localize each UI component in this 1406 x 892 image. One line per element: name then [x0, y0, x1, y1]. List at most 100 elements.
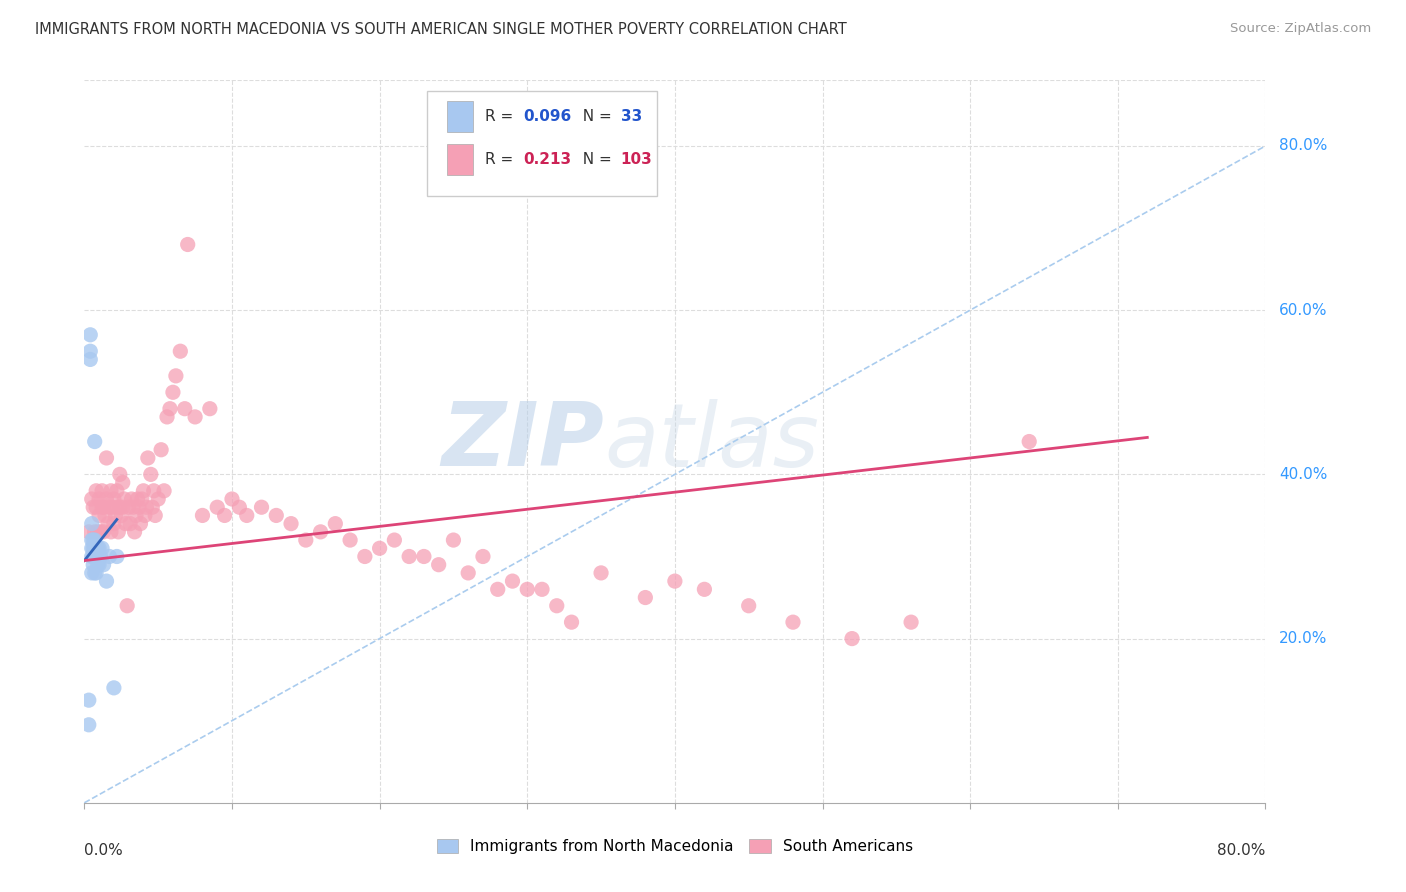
Text: R =: R = [485, 109, 517, 124]
Text: Source: ZipAtlas.com: Source: ZipAtlas.com [1230, 22, 1371, 36]
Point [121, 491, 143, 506]
Point [841, 632, 863, 646]
Point [77, 718, 100, 732]
Point [136, 450, 159, 465]
Point [131, 491, 153, 506]
Point [162, 385, 184, 400]
Point [120, 516, 142, 531]
Point [122, 500, 145, 515]
Text: 60.0%: 60.0% [1279, 302, 1327, 318]
Point [79, 352, 101, 367]
Point [77, 693, 100, 707]
Point [118, 500, 141, 515]
Point [398, 549, 420, 564]
Point [591, 566, 613, 580]
Legend: Immigrants from North Macedonia, South Americans: Immigrants from North Macedonia, South A… [430, 832, 920, 860]
Point [100, 483, 122, 498]
Point [83, 566, 105, 580]
Point [531, 582, 554, 597]
Point [90, 549, 112, 564]
Point [84, 566, 107, 580]
Point [132, 483, 155, 498]
Point [80, 491, 103, 506]
Point [96, 574, 118, 588]
Point [738, 599, 761, 613]
Point [295, 533, 318, 547]
Point [84, 483, 107, 498]
Point [141, 500, 163, 515]
Point [79, 344, 101, 359]
Point [83, 524, 105, 539]
Point [693, 582, 716, 597]
Point [221, 491, 243, 506]
Point [91, 541, 114, 556]
Point [125, 508, 148, 523]
Point [169, 344, 191, 359]
Point [250, 500, 273, 515]
Point [207, 500, 229, 515]
Point [142, 483, 165, 498]
Point [139, 467, 162, 482]
Point [561, 615, 583, 630]
Point [87, 541, 111, 556]
Point [150, 442, 173, 457]
Point [427, 558, 450, 572]
Text: R =: R = [485, 152, 517, 167]
Point [82, 500, 104, 515]
Point [108, 467, 131, 482]
Point [177, 237, 200, 252]
Text: 0.213: 0.213 [523, 152, 572, 167]
Point [634, 591, 657, 605]
Point [664, 574, 686, 588]
Text: ZIP: ZIP [441, 398, 605, 485]
Text: N =: N = [574, 109, 617, 124]
Point [103, 681, 125, 695]
Point [112, 491, 135, 506]
Point [87, 558, 111, 572]
Point [82, 541, 104, 556]
Point [382, 533, 406, 547]
Text: atlas: atlas [605, 399, 818, 484]
Point [173, 401, 195, 416]
Point [79, 327, 101, 342]
Point [80, 549, 103, 564]
Point [368, 541, 391, 556]
Point [128, 500, 150, 515]
Point [111, 475, 134, 490]
Point [114, 516, 136, 531]
FancyBboxPatch shape [427, 91, 657, 196]
Point [86, 524, 108, 539]
Point [83, 541, 105, 556]
Text: 33: 33 [620, 109, 641, 124]
Point [516, 582, 538, 597]
Point [93, 524, 115, 539]
Point [501, 574, 523, 588]
Point [156, 409, 179, 424]
Point [153, 483, 176, 498]
Point [129, 516, 152, 531]
Point [191, 508, 214, 523]
Point [143, 508, 166, 523]
Point [134, 508, 156, 523]
Point [84, 500, 107, 515]
Point [135, 500, 157, 515]
Point [325, 516, 347, 531]
Point [80, 566, 103, 580]
Point [354, 549, 377, 564]
Text: 103: 103 [620, 152, 652, 167]
Point [900, 615, 922, 630]
Point [159, 401, 181, 416]
Point [82, 533, 104, 547]
Point [546, 599, 568, 613]
Text: 80.0%: 80.0% [1279, 138, 1327, 153]
Text: N =: N = [574, 152, 617, 167]
Point [87, 491, 111, 506]
Point [91, 500, 114, 515]
Point [83, 533, 105, 547]
Point [93, 558, 115, 572]
Point [413, 549, 436, 564]
Text: 20.0%: 20.0% [1279, 632, 1327, 646]
Point [86, 558, 108, 572]
Point [214, 508, 236, 523]
Point [472, 549, 495, 564]
